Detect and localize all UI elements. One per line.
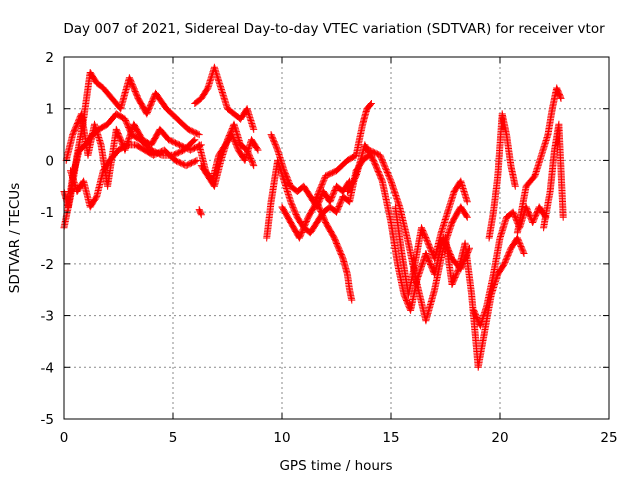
x-tick-label: 15 xyxy=(382,430,399,446)
y-tick-label: -1 xyxy=(41,205,54,221)
series-markers-trace-q xyxy=(470,203,550,330)
series-markers-trace-h xyxy=(195,206,205,219)
x-tick-label: 0 xyxy=(60,430,69,446)
series-markers-trace-g xyxy=(197,120,258,190)
y-tick-label: -2 xyxy=(41,257,54,273)
series-markers-trace-t xyxy=(540,120,567,232)
series-markers-trace-e xyxy=(191,63,258,133)
x-tick-label: 10 xyxy=(273,430,290,446)
x-tick-label: 5 xyxy=(169,430,178,446)
data-points xyxy=(60,63,567,371)
series-markers-trace-n xyxy=(365,146,471,325)
x-tick-label: 20 xyxy=(491,430,508,446)
y-tick-label: -4 xyxy=(41,360,54,376)
chart-title: Day 007 of 2021, Sidereal Day-to-day VTE… xyxy=(63,21,605,37)
y-tick-label: 2 xyxy=(45,50,54,66)
y-tick-label: -3 xyxy=(41,309,54,325)
series-markers-trace-k xyxy=(278,198,356,304)
y-tick-label: 0 xyxy=(45,153,54,169)
y-tick-label: 1 xyxy=(45,102,54,118)
y-tick-label: -5 xyxy=(41,412,54,428)
axis-ticks: 0 5 10 15 20 25 -5 -4 -3 -2 -1 0 1 2 xyxy=(41,50,618,446)
series-markers-trace-o xyxy=(391,177,471,299)
series-markers-trace-l xyxy=(311,100,375,206)
series-markers-trace-r xyxy=(485,110,519,242)
series-markers-trace-s xyxy=(513,84,565,237)
x-tick-label: 25 xyxy=(600,430,617,446)
plot-frame xyxy=(63,56,610,420)
series-markers-trace-p xyxy=(442,234,528,371)
y-axis-label: SDTVAR / TECUs xyxy=(7,183,23,293)
x-axis-label: GPS time / hours xyxy=(279,458,392,474)
series-markers-trace-m xyxy=(343,141,473,314)
